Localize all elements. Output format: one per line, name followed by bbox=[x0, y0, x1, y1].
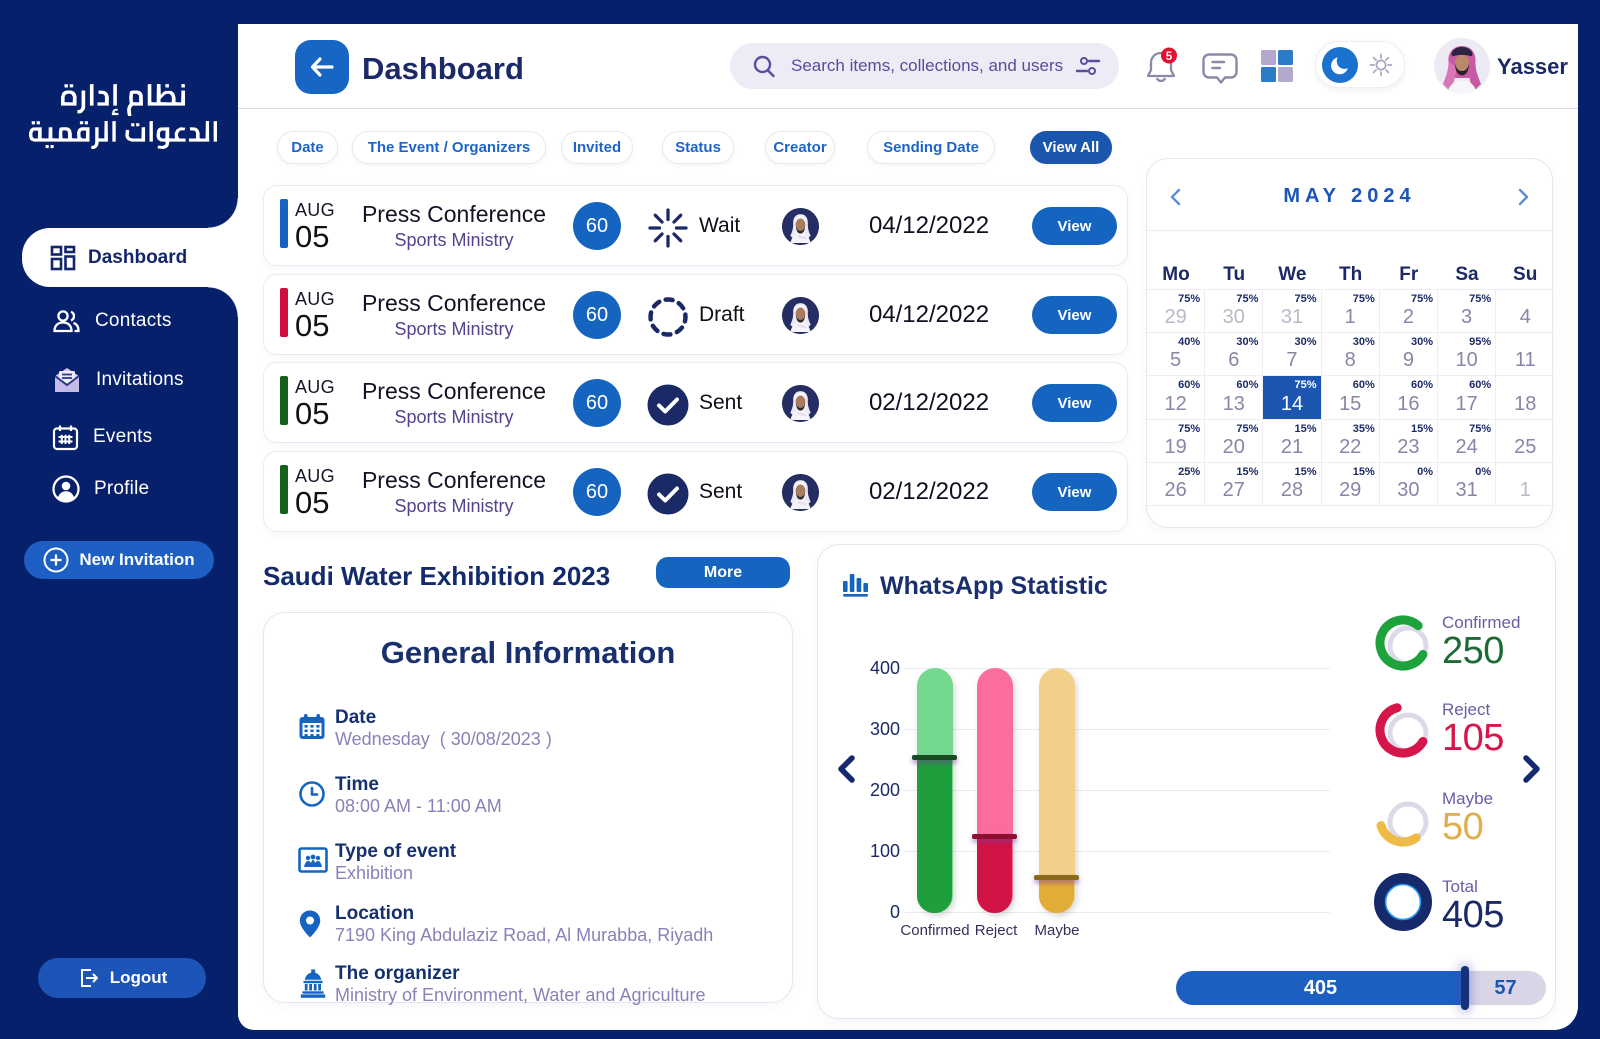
svg-text:5: 5 bbox=[1166, 51, 1173, 63]
